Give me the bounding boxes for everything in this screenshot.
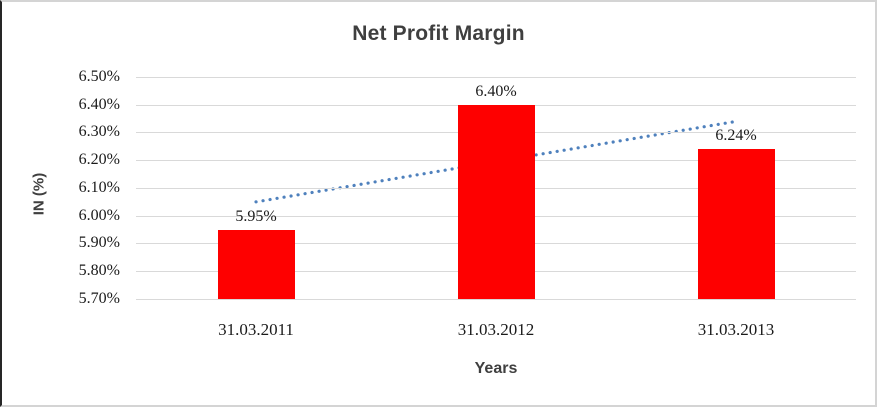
y-tick-label: 6.00% — [78, 207, 120, 224]
x-tick-label: 31.03.2012 — [457, 320, 535, 339]
gridline — [136, 77, 856, 78]
x-axis-title: Years — [474, 360, 518, 377]
y-tick-label: 5.70% — [78, 290, 120, 307]
gridline — [136, 299, 856, 300]
x-tick-label: 31.03.2013 — [697, 320, 775, 339]
chart-title: Net Profit Margin — [352, 22, 525, 45]
bar — [698, 149, 775, 299]
bar-value-label: 6.24% — [715, 127, 757, 144]
bar-value-label: 5.95% — [235, 208, 277, 225]
y-tick-label: 6.50% — [78, 68, 120, 85]
y-tick-label: 6.10% — [78, 179, 120, 196]
bar — [458, 105, 535, 299]
y-tick-label: 6.40% — [78, 96, 120, 113]
x-tick-label: 31.03.2011 — [218, 320, 294, 339]
y-tick-label: 6.30% — [78, 123, 120, 140]
y-tick-label: 5.80% — [78, 262, 120, 279]
bar — [218, 230, 295, 299]
y-tick-label: 5.90% — [78, 234, 120, 251]
bar-value-label: 6.40% — [475, 83, 517, 100]
y-tick-label: 6.20% — [78, 151, 120, 168]
